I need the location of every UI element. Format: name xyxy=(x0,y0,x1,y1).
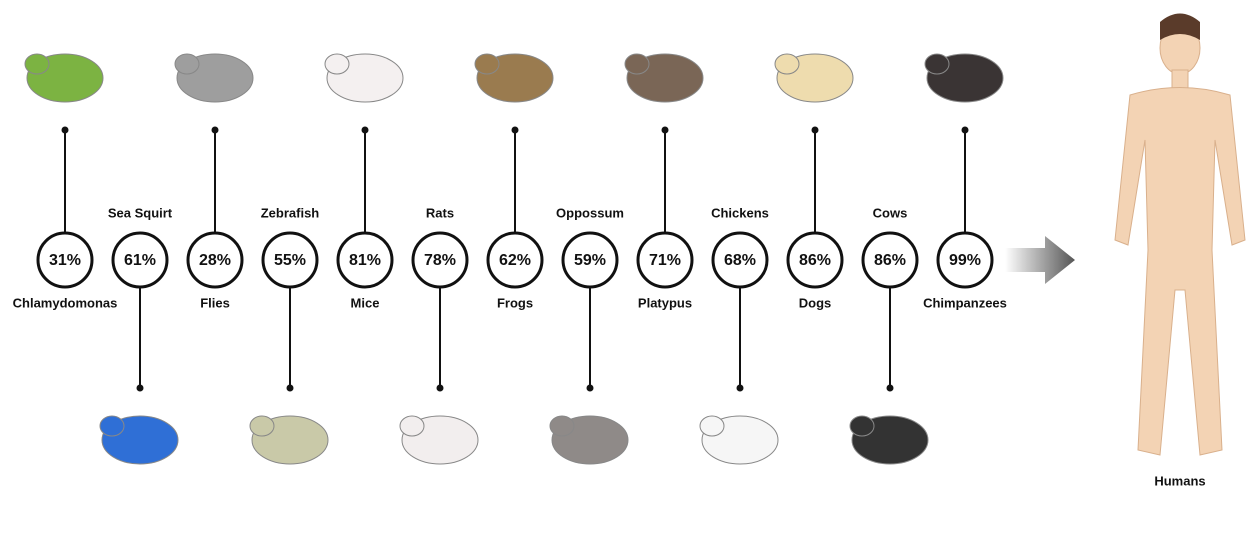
percent-label: 61% xyxy=(124,252,156,269)
organism-icon-head xyxy=(174,53,200,75)
connector-dot xyxy=(136,384,144,392)
organism-label: Chimpanzees xyxy=(923,295,1007,310)
percent-label: 68% xyxy=(724,252,756,269)
percent-label: 86% xyxy=(874,252,906,269)
connector-dot xyxy=(886,384,894,392)
connector-dot xyxy=(736,384,744,392)
organism-label: Sea Squirt xyxy=(108,205,173,220)
percent-ring xyxy=(786,231,844,289)
human-figure xyxy=(1114,13,1246,456)
organism-label: Chlamydomonas xyxy=(13,295,118,310)
percent-ring xyxy=(261,231,319,289)
connector-dot xyxy=(661,126,669,134)
organism-label: Chickens xyxy=(711,205,769,220)
organism-icon-head xyxy=(99,415,125,437)
organism-label: Mice xyxy=(351,295,380,310)
connector-dot xyxy=(361,126,369,134)
connector-dot xyxy=(586,384,594,392)
organism-label: Oppossum xyxy=(556,205,624,220)
percent-ring xyxy=(111,231,169,289)
organism-label: Frogs xyxy=(497,295,533,310)
percent-ring xyxy=(186,231,244,289)
organism-label: Dogs xyxy=(799,295,832,310)
percent-ring xyxy=(411,231,469,289)
percent-ring xyxy=(636,231,694,289)
percent-ring xyxy=(336,231,394,289)
organism-icon-head xyxy=(699,415,725,437)
percent-ring xyxy=(711,231,769,289)
percent-ring xyxy=(561,231,619,289)
organism-icon-head xyxy=(24,53,50,75)
organism-icon-head xyxy=(474,53,500,75)
connector-dot xyxy=(286,384,294,392)
organism-layer: 31% Chlamydomonas 61% Sea Squirt 28% Flies 55%… xyxy=(13,53,1007,465)
organism-icon-head xyxy=(549,415,575,437)
connector-dot xyxy=(211,126,219,134)
percent-label: 28% xyxy=(199,252,231,269)
percent-ring xyxy=(36,231,94,289)
percent-label: 31% xyxy=(49,252,81,269)
percent-label: 99% xyxy=(949,252,981,269)
organism-label: Cows xyxy=(873,205,908,220)
organism-icon-head xyxy=(624,53,650,75)
organism-label: Rats xyxy=(426,205,454,220)
percent-ring xyxy=(936,231,994,289)
organism-icon-head xyxy=(849,415,875,437)
humans-label: Humans xyxy=(1154,473,1205,488)
organism-icon-head xyxy=(774,53,800,75)
percent-label: 78% xyxy=(424,252,456,269)
organism-icon-head xyxy=(924,53,950,75)
connector-dot xyxy=(811,126,819,134)
percent-label: 62% xyxy=(499,252,531,269)
organism-label: Zebrafish xyxy=(261,205,320,220)
percent-label: 81% xyxy=(349,252,381,269)
connector-dot xyxy=(961,126,969,134)
organism-icon-head xyxy=(324,53,350,75)
organism-icon-head xyxy=(249,415,275,437)
organism-label: Flies xyxy=(200,295,230,310)
connector-dot xyxy=(436,384,444,392)
percent-ring xyxy=(486,231,544,289)
percent-label: 59% xyxy=(574,252,606,269)
connector-dot xyxy=(61,126,69,134)
organism-icon-head xyxy=(399,415,425,437)
percent-label: 55% xyxy=(274,252,306,269)
percent-label: 71% xyxy=(649,252,681,269)
connector-dot xyxy=(511,126,519,134)
arrow xyxy=(1005,236,1075,284)
percent-label: 86% xyxy=(799,252,831,269)
percent-ring xyxy=(861,231,919,289)
organism-label: Platypus xyxy=(638,295,692,310)
